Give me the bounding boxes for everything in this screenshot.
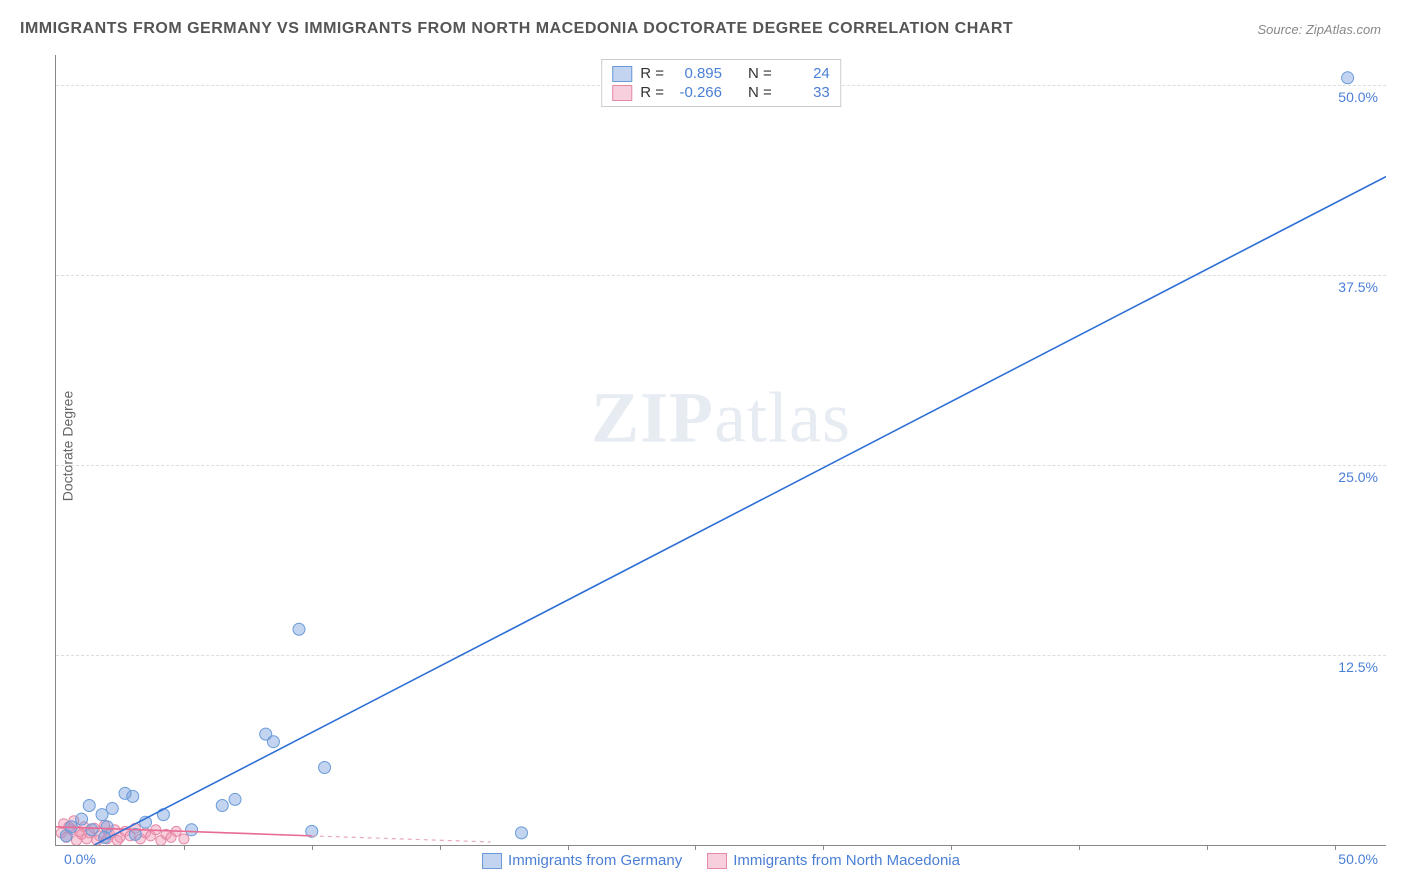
stats-legend-row-macedonia: R = -0.266 N = 33	[612, 83, 830, 102]
n-label: N =	[748, 84, 772, 101]
source-label: Source: ZipAtlas.com	[1257, 22, 1381, 37]
r-label: R =	[640, 65, 664, 82]
x-tick-mark	[695, 845, 696, 850]
x-tick-mark	[440, 845, 441, 850]
x-axis-min-label: 0.0%	[64, 851, 96, 867]
x-tick-mark	[184, 845, 185, 850]
legend-item-germany: Immigrants from Germany	[482, 852, 682, 869]
x-tick-mark	[1335, 845, 1336, 850]
x-tick-mark	[1207, 845, 1208, 850]
germany-n-value: 24	[780, 65, 830, 82]
x-tick-mark	[823, 845, 824, 850]
legend-item-macedonia: Immigrants from North Macedonia	[707, 852, 960, 869]
x-tick-mark	[1079, 845, 1080, 850]
x-axis-max-label: 50.0%	[1338, 851, 1378, 867]
macedonia-swatch	[707, 853, 727, 869]
macedonia-label: Immigrants from North Macedonia	[733, 852, 960, 869]
germany-label: Immigrants from Germany	[508, 852, 682, 869]
macedonia-r-value: -0.266	[672, 84, 722, 101]
stats-legend-row-germany: R = 0.895 N = 24	[612, 64, 830, 83]
x-tick-mark	[951, 845, 952, 850]
x-tick-mark	[568, 845, 569, 850]
plot-svg	[56, 55, 1386, 845]
macedonia-swatch	[612, 85, 632, 101]
germany-swatch	[612, 66, 632, 82]
n-label: N =	[748, 65, 772, 82]
germany-r-value: 0.895	[672, 65, 722, 82]
series-legend: Immigrants from Germany Immigrants from …	[482, 852, 960, 869]
stats-legend: R = 0.895 N = 24 R = -0.266 N = 33	[601, 59, 841, 107]
x-tick-mark	[312, 845, 313, 850]
chart-title: IMMIGRANTS FROM GERMANY VS IMMIGRANTS FR…	[20, 20, 1013, 38]
chart-area: ZIPatlas R = 0.895 N = 24 R = -0.266 N =…	[55, 55, 1386, 846]
germany-swatch	[482, 853, 502, 869]
r-label: R =	[640, 84, 664, 101]
macedonia-n-value: 33	[780, 84, 830, 101]
